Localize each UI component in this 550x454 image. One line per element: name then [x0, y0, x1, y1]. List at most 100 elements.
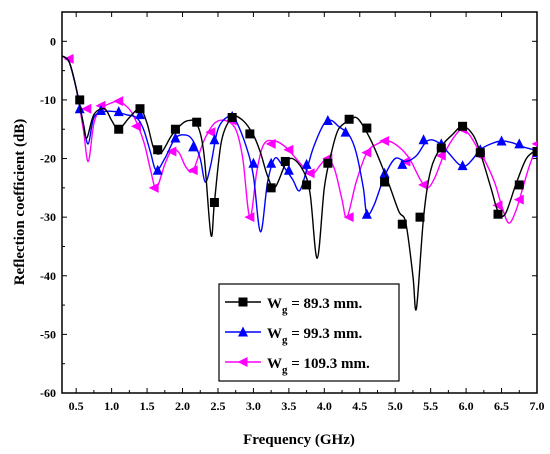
series-1-point: [209, 198, 219, 207]
series-2-point: [340, 126, 351, 137]
series-3-point: [265, 138, 276, 149]
series-3-point: [304, 168, 315, 179]
series-3-point: [379, 135, 390, 146]
series-2-point: [209, 134, 220, 145]
series-3-point: [435, 150, 446, 161]
series-1-point: [380, 177, 390, 187]
series-2-point: [266, 157, 277, 168]
series-1-point: [415, 212, 425, 222]
series-3-point: [513, 194, 524, 205]
y-tick-label: 0: [50, 34, 56, 48]
x-tick-label: 7.0: [530, 399, 545, 413]
series-2-point: [248, 157, 259, 168]
series-1-point: [302, 180, 312, 190]
series-3-point: [113, 96, 124, 107]
series-1-point: [532, 147, 537, 157]
series-1-point: [114, 124, 124, 134]
x-tick-label: 0.5: [69, 399, 84, 413]
series-2-point: [301, 158, 312, 169]
y-tick-label: -20: [40, 152, 56, 166]
series-1: [62, 55, 537, 311]
y-tick-label: -10: [40, 93, 56, 107]
legend-marker: [238, 297, 248, 307]
y-axis-title: Reflection coefficient (dB): [12, 119, 28, 286]
series-1-point: [75, 95, 85, 105]
series-1-point: [514, 180, 524, 190]
series-2-point: [418, 134, 429, 145]
series-1-point: [135, 104, 145, 114]
series-3-point: [418, 179, 429, 190]
series-3-point: [148, 182, 159, 193]
series-1-point: [436, 143, 446, 153]
legend-label-subscript: g: [282, 304, 288, 316]
x-axis-title: Frequency (GHz): [243, 432, 355, 448]
x-tick-label: 2.5: [210, 399, 225, 413]
x-tick-label: 1.5: [140, 399, 155, 413]
x-tick-label: 4.5: [352, 399, 367, 413]
series-3-point: [361, 147, 372, 158]
series-1-point: [245, 129, 255, 139]
x-tick-label: 2.0: [175, 399, 190, 413]
series-3-point: [531, 141, 537, 147]
legend-label: Wg = 109.3 mm.: [267, 356, 370, 376]
series-2-point: [283, 164, 294, 175]
series-2-point: [152, 164, 163, 175]
series-2-point: [514, 138, 525, 149]
x-tick-label: 1.0: [104, 399, 119, 413]
y-tick-label: -30: [40, 210, 56, 224]
series-1-point: [493, 209, 503, 219]
series-2-point: [134, 109, 145, 120]
series-3-point: [187, 165, 198, 176]
series-1-point: [153, 145, 163, 155]
y-tick-label: -40: [40, 269, 56, 283]
x-axis-ticks: 0.5 1.0 1.5 2.0 2.5 3.0 3.5 4.0 4.5 5.0 5.5 6.0 6.5 7…: [69, 12, 545, 413]
series-3-point: [283, 144, 294, 155]
series-3-point: [130, 121, 141, 132]
series-3-point: [492, 200, 503, 211]
x-tick-label: 5.5: [423, 399, 438, 413]
legend-label-subscript: g: [282, 364, 288, 376]
series-1-point: [323, 158, 333, 168]
x-tick-label: 6.5: [494, 399, 509, 413]
legend-entry-3: Wg = 109.3 mm.: [225, 356, 370, 376]
series-2-point: [496, 135, 507, 146]
series-3-point: [205, 127, 216, 138]
series-1-point: [266, 183, 276, 193]
series-1-point: [227, 113, 237, 123]
legend-marker: [237, 357, 248, 367]
series-1-point: [362, 123, 372, 133]
series-1-point: [170, 124, 180, 134]
legend-label-suffix: = 109.3 mm.: [288, 356, 371, 372]
series-1-point: [475, 148, 485, 158]
legend-label: Wg = 89.3 mm.: [267, 296, 363, 316]
series-3-point: [166, 146, 177, 157]
x-tick-label: 5.0: [388, 399, 403, 413]
legend-label-prefix: W: [267, 296, 282, 312]
series-2-point: [170, 132, 181, 143]
legend-entry-1: Wg = 89.3 mm.: [225, 296, 363, 316]
x-tick-label: 3.5: [281, 399, 296, 413]
legend: Wg = 89.3 mm.Wg = 99.3 mm.Wg = 109.3 mm.: [218, 283, 400, 382]
series-1-point: [344, 114, 354, 124]
series-3-point: [63, 53, 74, 64]
series-1-point: [192, 117, 202, 127]
legend-label: Wg = 99.3 mm.: [267, 326, 363, 346]
legend-label-suffix: = 99.3 mm.: [288, 326, 363, 342]
legend-label-subscript: g: [282, 334, 288, 346]
series-2-point: [361, 208, 372, 219]
legend-label-suffix: = 89.3 mm.: [288, 296, 363, 312]
x-tick-label: 6.0: [459, 399, 474, 413]
series-1-point: [280, 156, 290, 166]
series-2-point: [95, 104, 106, 115]
series-3-point: [81, 103, 92, 114]
x-tick-label: 4.0: [317, 399, 332, 413]
series-2-point: [457, 160, 468, 171]
series-2-point: [322, 114, 333, 125]
y-tick-label: -50: [40, 327, 56, 341]
series-layer: [62, 53, 537, 311]
series-2-point: [113, 106, 124, 117]
series-3-point: [343, 212, 354, 223]
legend-marker: [238, 326, 248, 337]
y-axis-ticks: 0 -10 -20 -30 -40 -50 -60: [40, 34, 537, 400]
